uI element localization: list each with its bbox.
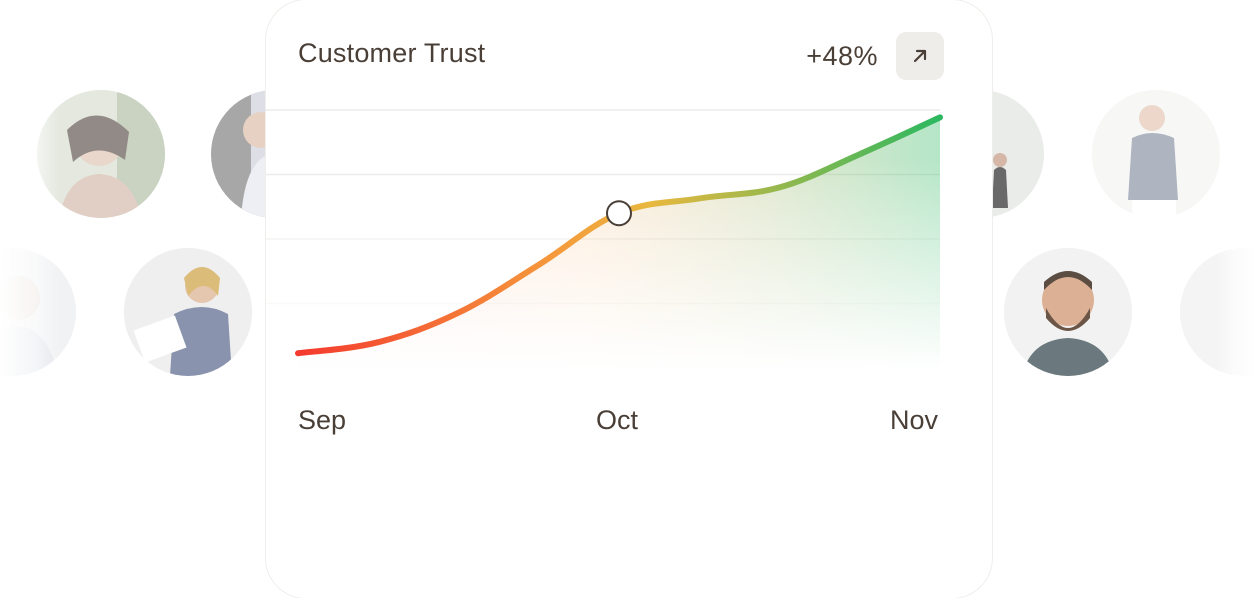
arrow-up-right-icon — [913, 49, 927, 63]
x-tick-label-oct: Oct — [596, 405, 639, 435]
trust-change-value: +48% — [806, 41, 878, 71]
edge-fade — [1216, 60, 1256, 400]
chart-title: Customer Trust — [298, 38, 486, 68]
trust-chart — [266, 62, 992, 400]
x-tick-label-nov: Nov — [890, 405, 939, 435]
avatar — [1092, 90, 1220, 218]
avatar — [37, 90, 165, 218]
avatar — [1004, 248, 1132, 376]
highlight-point — [606, 200, 632, 227]
avatar — [124, 248, 252, 376]
chart-card: Customer Trust +48% — [266, 0, 992, 598]
area-fade — [266, 160, 992, 370]
expand-button[interactable] — [896, 32, 944, 80]
edge-fade — [0, 60, 60, 400]
x-tick-label-sep: Sep — [298, 405, 347, 435]
